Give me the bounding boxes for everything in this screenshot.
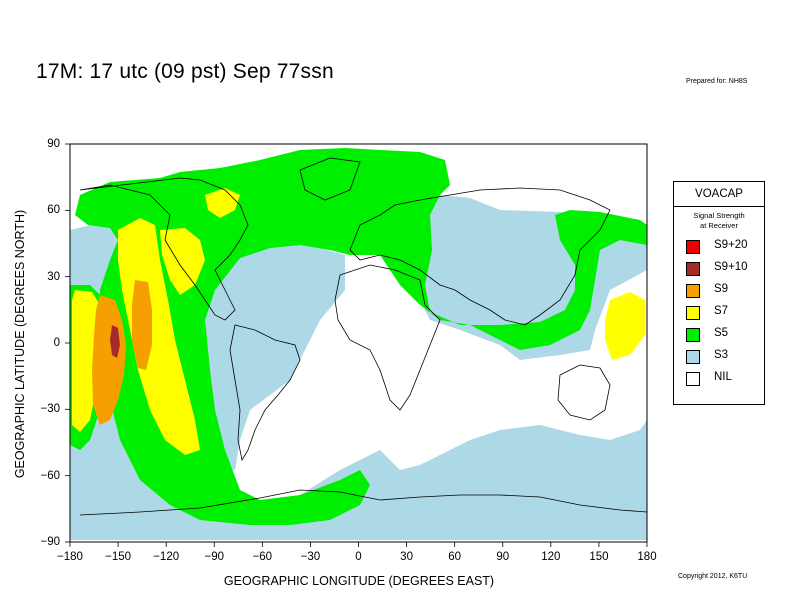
x-tick-label: −90 [204, 551, 225, 563]
coverage-layer [70, 144, 647, 542]
legend-swatch [686, 284, 700, 298]
legend-label: S7 [714, 305, 729, 317]
x-tick-label: 60 [448, 551, 462, 563]
x-tick-label: −30 [300, 551, 321, 563]
page-title: 17M: 17 utc (09 pst) Sep 77ssn [36, 60, 334, 83]
legend-label: S9+20 [714, 239, 748, 251]
legend-swatch [686, 328, 700, 342]
legend-swatch [686, 262, 700, 276]
y-tick-label: 60 [47, 204, 60, 217]
prepared-for-note: Prepared for: NH8S [686, 78, 748, 85]
x-tick-label: −150 [105, 551, 132, 563]
legend-box: VOACAP Signal Strength at Receiver S9+20… [673, 181, 765, 405]
copyright-note: Copyright 2012, K6TU [678, 573, 748, 580]
x-tick-label: 150 [589, 551, 609, 563]
x-tick-label: −120 [153, 551, 180, 563]
legend-subtitle-2: at Receiver [700, 221, 738, 230]
legend-swatch [686, 350, 700, 364]
x-tick-label: 120 [541, 551, 561, 563]
legend-label: S5 [714, 327, 729, 339]
s7-coverage [72, 188, 645, 455]
y-tick-label: 0 [53, 337, 60, 349]
x-axis-label: GEOGRAPHIC LONGITUDE (DEGREES EAST) [223, 574, 495, 588]
y-tick-label: 30 [47, 270, 60, 283]
legend-label: S3 [714, 349, 729, 361]
continent-outlines [79, 157, 647, 516]
legend-subtitle-1: Signal Strength [693, 211, 745, 220]
legend-swatch [686, 306, 700, 320]
x-tick-label: −60 [252, 551, 273, 563]
y-tick-label: −90 [40, 536, 60, 548]
y-axis-label: GEOGRAPHIC LATITUDE (DEGREES NORTH) [13, 209, 27, 479]
x-tick-label: 180 [637, 551, 657, 563]
s9-coverage [92, 280, 152, 425]
legend-swatch [686, 240, 700, 254]
legend-swatch [686, 372, 700, 386]
y-tick-label: 90 [47, 138, 60, 150]
legend-title: VOACAP [674, 182, 764, 207]
x-tick-label: −180 [57, 551, 83, 563]
x-tick-label: 0 [355, 551, 362, 563]
x-tick-label: 90 [496, 551, 510, 563]
legend-label: NIL [714, 371, 732, 383]
y-tick-label: −60 [40, 469, 60, 482]
s910-coverage [110, 325, 120, 358]
x-tick-label: 30 [400, 551, 413, 563]
legend-label: S9 [714, 283, 729, 295]
y-tick-label: −30 [40, 403, 60, 416]
legend-label: S9+10 [714, 261, 748, 273]
